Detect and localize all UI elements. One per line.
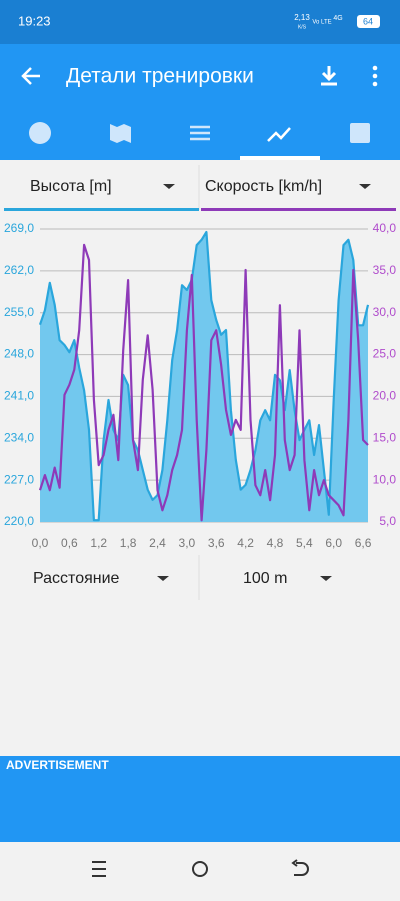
y-tick-label: 262,0 [4,263,34,277]
x-tick-label: 5,4 [296,536,313,550]
x-tick-label: 6,6 [355,536,372,550]
dropdown-arrow [320,576,332,581]
menu-button[interactable] [372,65,378,87]
x-axis-selector[interactable]: Расстояние [33,570,120,587]
back-button[interactable] [21,67,40,85]
chart: 220,0 227,0 234,0 241,0 248,0 255,0 262,0 269,0… [4,221,396,550]
nav-menu[interactable] [92,861,106,877]
y-tick-label: 269,0 [4,221,34,235]
dropdown-arrow [359,184,371,189]
network: 4G [333,15,342,22]
y-tick-label: 234,0 [4,430,34,444]
net-speed: 2,13 [294,13,310,22]
right-underline [201,208,396,211]
y2-tick-label: 25,0 [373,347,397,361]
left-underline [4,208,199,211]
x-tick-label: 0,0 [32,536,49,550]
screen-title: Детали тренировки [66,65,254,88]
line [38,243,369,522]
x-tick-label: 1,2 [90,536,107,550]
ad-banner[interactable] [0,756,400,842]
x-tick-label: 3,0 [179,536,196,550]
y2-tick-label: 40,0 [373,221,397,235]
y-tick-label: 255,0 [4,305,34,319]
dropdown-arrow [157,576,169,581]
y-tick-label: 248,0 [4,347,34,361]
nav-back[interactable] [291,859,309,876]
x-tick-label: 6,0 [325,536,342,550]
y2-tick-label: 35,0 [373,263,397,277]
x-tick-label: 3,6 [208,536,225,550]
x-tick-label: 4,8 [267,536,284,550]
dropdown-arrow [163,184,175,189]
x-tick-label: 1,8 [120,536,137,550]
nav-bar [0,842,400,896]
y2-tick-label: 15,0 [373,430,397,444]
y2-tick-label: 30,0 [373,305,397,319]
y-tick-label: 241,0 [4,389,34,403]
x-tick-label: 4,2 [237,536,254,550]
y2-tick-label: 5,0 [379,514,396,528]
nav-home[interactable] [192,861,208,877]
battery [357,15,380,28]
left-series-selector[interactable]: Высота [m] [30,178,112,195]
y-tick-label: 220,0 [4,514,34,528]
time: 19:23 [18,13,51,28]
tab-list[interactable] [190,125,210,141]
tab-photo[interactable] [350,123,370,143]
tab-map[interactable] [110,124,131,143]
right-series-selector[interactable]: Скорость [km/h] [205,178,322,195]
tab-chart[interactable] [267,127,291,142]
net-speed-unit: K/S [298,24,307,30]
interval-selector[interactable]: 100 m [243,570,287,587]
x-tick-label: 0,6 [61,536,78,550]
ad-label: ADVERTISEMENT [6,758,109,772]
app-bar [0,44,400,160]
x-tick-label: 2,4 [149,536,166,550]
y2-tick-label: 10,0 [373,472,397,486]
line [38,230,370,522]
battery-level: 64 [363,16,373,26]
y-tick-label: 227,0 [4,472,34,486]
status-bar [0,0,400,44]
y2-tick-label: 20,0 [373,389,397,403]
download-button[interactable] [321,66,337,86]
tab-indicator [240,156,320,160]
volte: Vo LTE [312,20,331,26]
tab-info[interactable] [29,122,51,144]
